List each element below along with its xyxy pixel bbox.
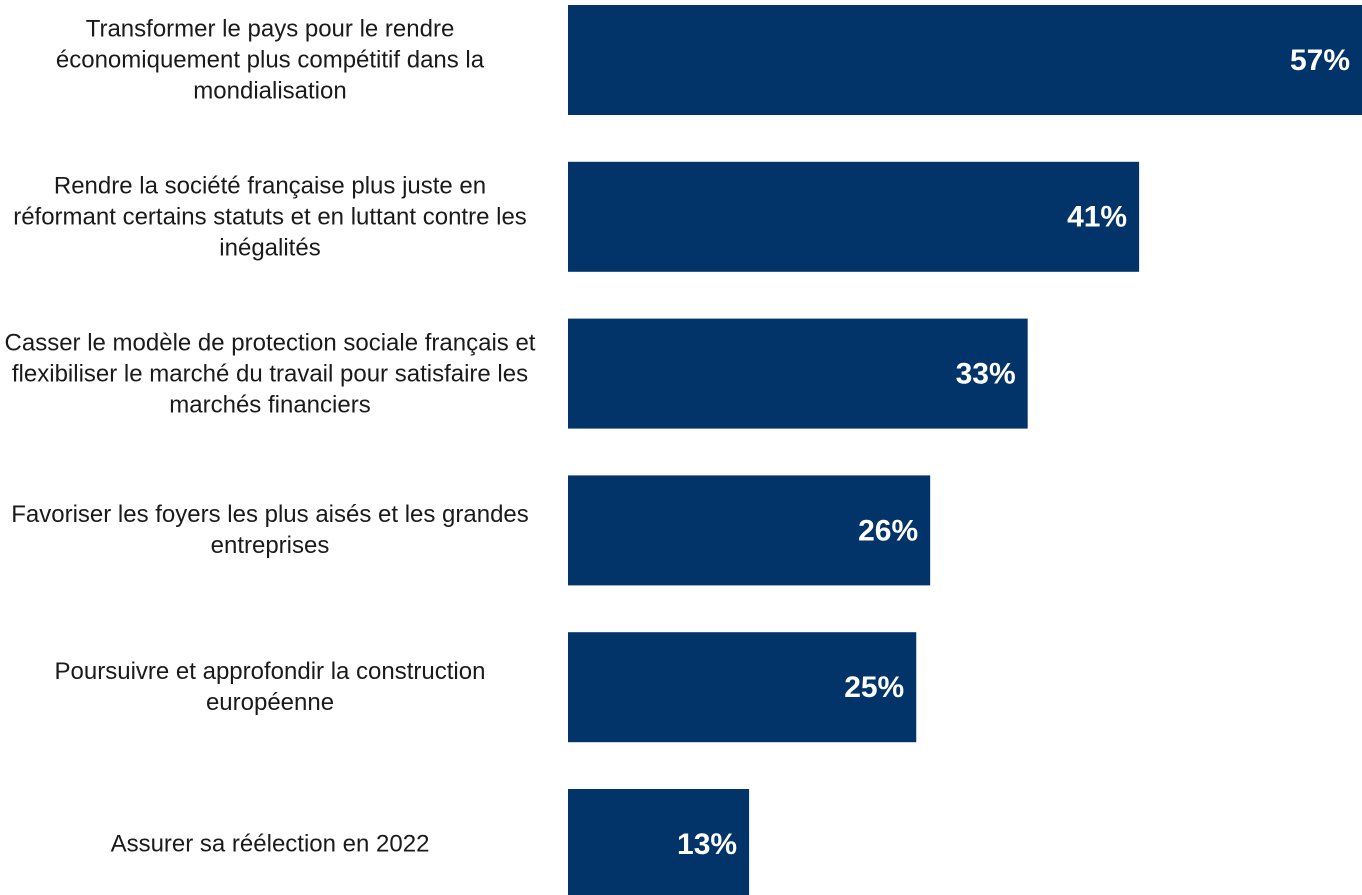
value-label: 57% bbox=[1290, 44, 1350, 77]
category-label: Favoriser les foyers les plus aisés et l… bbox=[11, 501, 529, 560]
bar bbox=[568, 5, 1362, 115]
value-label: 33% bbox=[956, 358, 1016, 391]
bar bbox=[568, 161, 1140, 272]
category-label: Casser le modèle de protection sociale f… bbox=[4, 329, 536, 419]
category-label: Assurer sa réélection en 2022 bbox=[110, 830, 430, 858]
value-label: 25% bbox=[844, 671, 904, 704]
value-label: 13% bbox=[677, 828, 737, 861]
bar bbox=[568, 318, 1028, 429]
category-label: Transformer le pays pour le rendre écono… bbox=[55, 15, 485, 105]
value-label: 41% bbox=[1067, 201, 1127, 234]
category-label: Rendre la société française plus juste e… bbox=[13, 172, 527, 262]
bar bbox=[568, 632, 917, 743]
value-label: 26% bbox=[858, 514, 918, 547]
bar bbox=[568, 475, 931, 586]
bar bbox=[568, 789, 750, 895]
category-label: Poursuivre et approfondir la constructio… bbox=[54, 658, 486, 717]
